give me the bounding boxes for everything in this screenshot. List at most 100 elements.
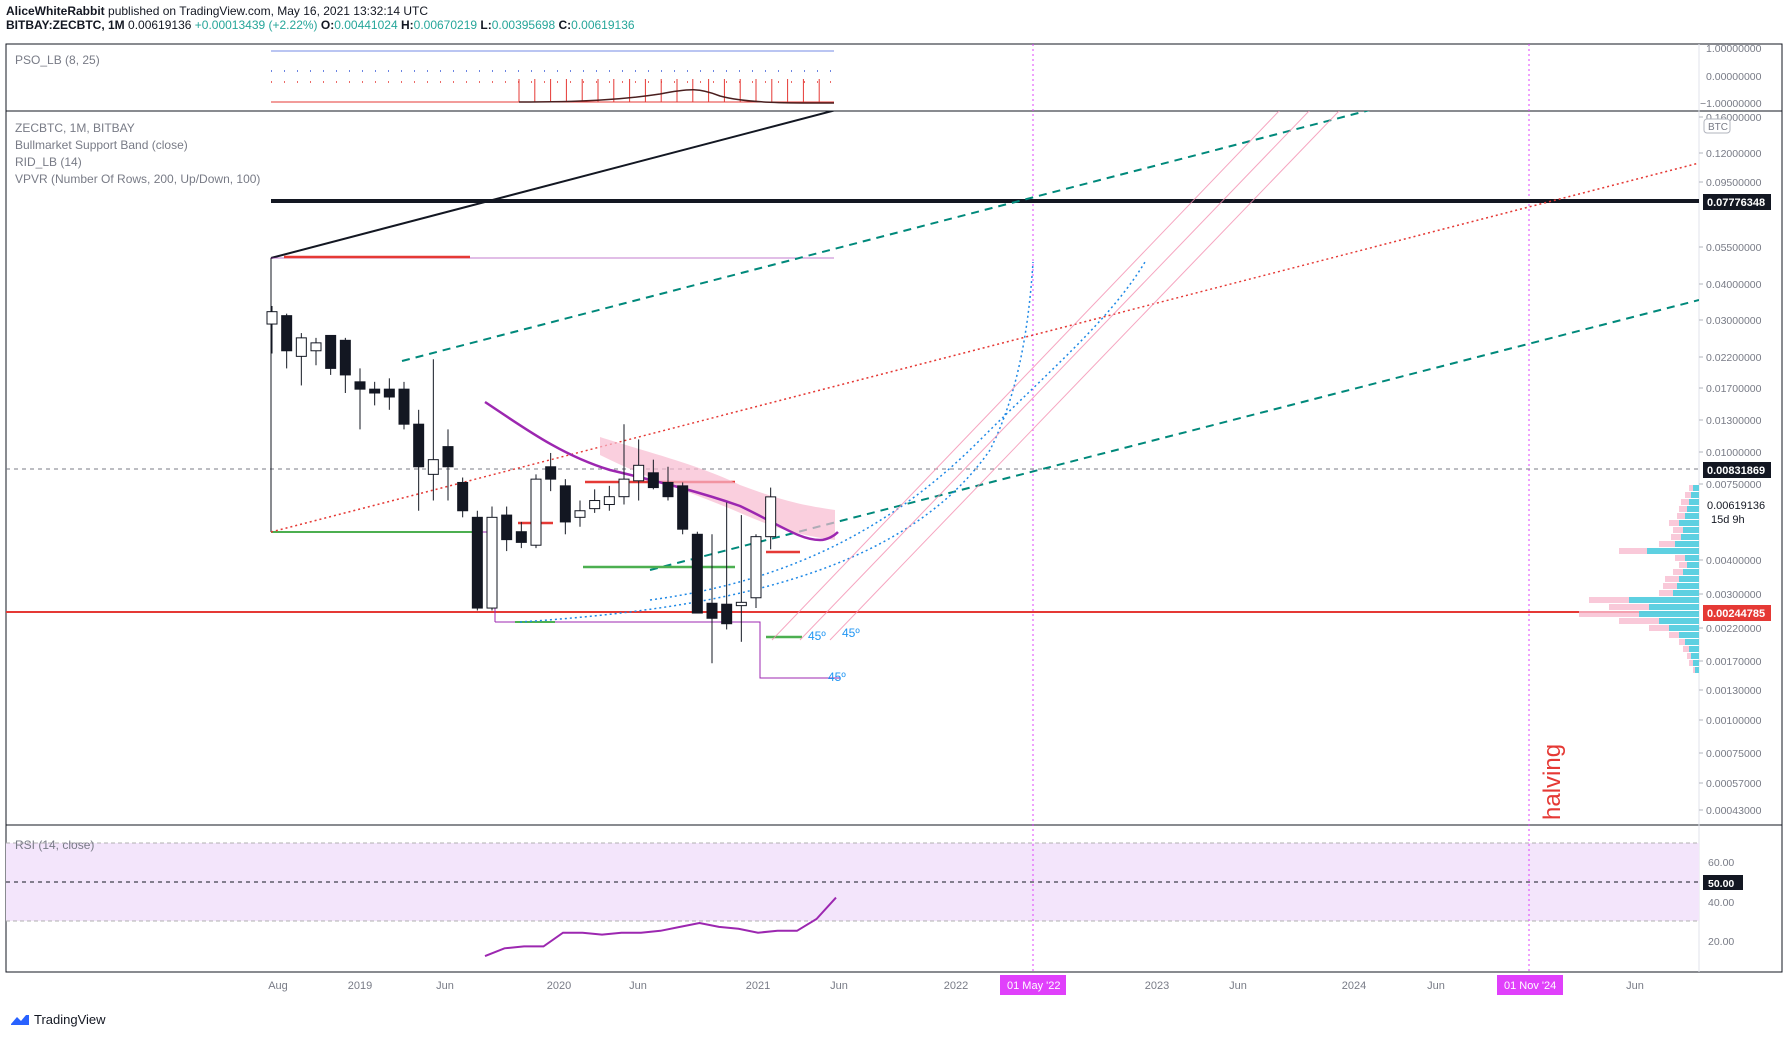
teal-dashed-lower bbox=[649, 299, 1699, 571]
time-tick-label: 2020 bbox=[547, 980, 571, 992]
candle-body bbox=[383, 388, 395, 398]
price-tick-label: 0.04000000 bbox=[1706, 279, 1762, 291]
bmsb-legend[interactable]: Bullmarket Support Band (close) bbox=[15, 138, 188, 152]
low-value: 0.00395698 bbox=[491, 18, 556, 32]
badge-support-bg bbox=[1703, 605, 1771, 621]
price-tick-label: 0.00750000 bbox=[1706, 479, 1762, 491]
price-badges: 0.07776348 0.00831869 0.00619136 15d 9h … bbox=[1703, 194, 1771, 621]
price-tick-label: 0.00043000 bbox=[1706, 805, 1762, 817]
candle-body bbox=[677, 485, 689, 530]
candle-body bbox=[647, 472, 659, 489]
close-label: C: bbox=[558, 18, 572, 32]
candle-body bbox=[545, 466, 557, 480]
volume-profile-up bbox=[1639, 611, 1699, 617]
badge-support: 0.00244785 bbox=[1707, 608, 1765, 620]
symbol-info: BITBAY:ZECBTC, 1M bbox=[6, 18, 125, 32]
rsi-badge-bg bbox=[1703, 875, 1743, 890]
time-tick-label: Jun bbox=[436, 980, 454, 992]
candle-body bbox=[427, 459, 439, 475]
candle-body bbox=[398, 388, 410, 425]
candle-body bbox=[486, 516, 498, 609]
volume-profile-up bbox=[1677, 583, 1699, 589]
vpvr-legend[interactable]: VPVR (Number Of Rows, 200, Up/Down, 100) bbox=[15, 172, 261, 186]
price-tick-label: 0.05500000 bbox=[1706, 242, 1762, 254]
footer-brand[interactable]: TradingView bbox=[10, 1012, 106, 1027]
candle-body bbox=[281, 315, 293, 352]
candle-body bbox=[325, 334, 337, 369]
rsi-tick-60: 60.00 bbox=[1708, 857, 1734, 869]
candle-body bbox=[603, 496, 615, 506]
badge-last: 0.00619136 bbox=[1707, 500, 1765, 512]
candle-body bbox=[574, 510, 586, 518]
time-tick-label: 2019 bbox=[348, 980, 372, 992]
author-name[interactable]: AliceWhiteRabbit bbox=[6, 4, 105, 18]
channel-line-1 bbox=[771, 111, 1280, 641]
pso-legend[interactable]: PSO_LB (8, 25) bbox=[15, 53, 100, 67]
time-tick-label: 2024 bbox=[1342, 980, 1366, 992]
volume-profile-up bbox=[1689, 499, 1699, 505]
volume-profile-up bbox=[1679, 632, 1699, 638]
candle-body bbox=[721, 603, 733, 625]
angle-label-3: 45º bbox=[828, 670, 846, 684]
badge-countdown: 15d 9h bbox=[1711, 514, 1745, 526]
candle-body bbox=[339, 339, 351, 376]
candle-body bbox=[413, 423, 425, 468]
pso-pane bbox=[271, 50, 835, 104]
pso-oscillator-line bbox=[518, 89, 835, 104]
volume-profile-up bbox=[1685, 513, 1699, 519]
currency-badge[interactable] bbox=[1703, 118, 1731, 134]
price-tick-label: 0.12000000 bbox=[1706, 148, 1762, 160]
rid-legend[interactable]: RID_LB (14) bbox=[15, 155, 82, 169]
volume-profile bbox=[1579, 485, 1699, 673]
price-change: +0.00013439 (+2.22%) bbox=[194, 18, 318, 32]
price-tick-label: 0.01300000 bbox=[1706, 415, 1762, 427]
time-tick-label: Jun bbox=[1427, 980, 1445, 992]
price-tick-label: 0.00400000 bbox=[1706, 555, 1762, 567]
rsi-line bbox=[484, 896, 837, 958]
volume-profile-up bbox=[1687, 506, 1699, 512]
candle-body bbox=[559, 485, 571, 523]
volume-profile-up bbox=[1649, 604, 1699, 610]
time-tick-label: Jun bbox=[1626, 980, 1644, 992]
price-tick-label: 0.00100000 bbox=[1706, 715, 1762, 727]
high-label: H: bbox=[400, 18, 414, 32]
volume-profile-up bbox=[1675, 541, 1699, 547]
badge-dashed-bg bbox=[1703, 462, 1771, 478]
badge-dashed: 0.00831869 bbox=[1707, 465, 1765, 477]
candle-body bbox=[765, 496, 777, 538]
rsi-band bbox=[6, 843, 1699, 921]
parabolic-curve-wide bbox=[649, 261, 1146, 601]
pso-tick-1: 1.00000000 bbox=[1706, 43, 1762, 55]
time-tick-label: Jun bbox=[1229, 980, 1247, 992]
price-tick-label: 0.00075000 bbox=[1706, 748, 1762, 760]
open-label: O: bbox=[320, 18, 335, 32]
price-axis: 0.160000000.120000000.095000000.05500000… bbox=[1699, 112, 1762, 817]
angle-label-1: 45º bbox=[808, 629, 826, 643]
volume-profile-up bbox=[1629, 597, 1699, 603]
price-tick-label: 0.02200000 bbox=[1706, 352, 1762, 364]
rsi-badge: 50.00 bbox=[1708, 878, 1734, 890]
candle-body bbox=[310, 342, 322, 352]
volume-profile-up bbox=[1679, 576, 1699, 582]
volume-profile-up bbox=[1683, 527, 1699, 533]
footer-brand-label: TradingView bbox=[34, 1012, 106, 1027]
close-value: 0.00619136 bbox=[571, 18, 635, 32]
chart-frame bbox=[5, 43, 1783, 973]
candle-body bbox=[354, 381, 366, 390]
rsi-legend[interactable]: RSI (14, close) bbox=[15, 838, 95, 852]
candlestick-series bbox=[266, 305, 777, 664]
black-trendline bbox=[270, 111, 837, 259]
halving-annotation: halving bbox=[1539, 744, 1566, 820]
candle-body bbox=[471, 516, 483, 609]
candle-body bbox=[295, 337, 307, 357]
candle-body bbox=[735, 601, 747, 607]
bullmarket-band bbox=[600, 437, 835, 540]
time-tick-label: 2023 bbox=[1145, 980, 1169, 992]
time-marker-1-bg bbox=[1000, 975, 1066, 995]
symbol-legend[interactable]: ZECBTC, 1M, BITBAY bbox=[15, 121, 135, 135]
candle-body bbox=[515, 531, 527, 543]
candle-body bbox=[618, 478, 630, 498]
time-tick-label: Jun bbox=[629, 980, 647, 992]
teal-dashed-upper bbox=[401, 111, 1371, 362]
